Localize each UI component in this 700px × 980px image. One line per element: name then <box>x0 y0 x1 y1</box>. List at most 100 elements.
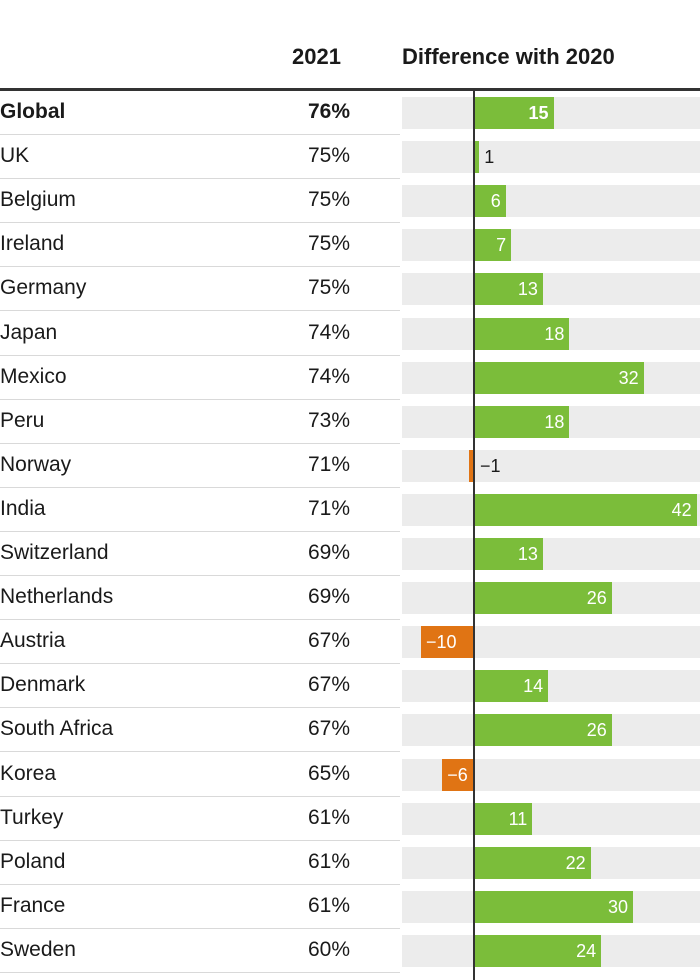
percent-2021: 75% <box>307 232 350 256</box>
country-label: Poland <box>0 849 66 873</box>
table-row: Belgium 75% 6 <box>0 179 700 224</box>
bar-positive <box>474 714 612 747</box>
row-separator <box>0 266 400 268</box>
bar-positive <box>474 141 480 174</box>
row-separator <box>0 530 400 532</box>
bar-track <box>402 670 700 703</box>
row-separator <box>0 795 400 797</box>
country-label: Mexico <box>0 364 67 388</box>
table-row: Norway 71% −1 <box>0 444 700 488</box>
bar-negative <box>421 626 474 659</box>
table-row: Austria 67% −10 <box>0 620 700 665</box>
bar-value-label: 13 <box>517 544 538 564</box>
bar-value-label: 14 <box>523 676 544 697</box>
table-row: Turkey 61% 11 <box>0 797 700 841</box>
bar-value-label: 32 <box>618 367 639 388</box>
bar-value-label: 30 <box>607 896 628 917</box>
row-separator <box>0 398 400 400</box>
table-row: France 61% 30 <box>0 885 700 929</box>
table-row: Japan 74% 18 <box>0 312 700 356</box>
table-row: India 71% 42 <box>0 488 700 532</box>
table-row: Mexico 74% 32 <box>0 356 700 400</box>
country-label: Turkey <box>0 805 64 829</box>
bar-positive <box>474 493 697 526</box>
row-separator <box>0 619 400 621</box>
bar-positive <box>474 934 602 967</box>
percent-2021: 67% <box>307 673 350 697</box>
table-header: 2021 Difference with 2020 <box>0 0 700 91</box>
bar-value-label: 18 <box>544 323 565 344</box>
table-row: South Africa 67% 26 <box>0 708 700 753</box>
percent-2021: 75% <box>307 188 350 212</box>
bar-value-label: 18 <box>544 411 565 432</box>
bar-positive <box>474 582 612 615</box>
bar-value-label: 26 <box>586 588 607 609</box>
bar-negative <box>468 449 474 482</box>
row-separator <box>0 134 400 135</box>
table-row: UK 75% 1 <box>0 135 700 180</box>
percent-2021: 73% <box>307 408 350 432</box>
row-separator <box>0 575 400 576</box>
row-separator <box>0 751 400 753</box>
row-separator <box>0 707 400 709</box>
row-separator <box>0 839 400 841</box>
bar-value-label: 42 <box>671 499 692 520</box>
percent-2021: 61% <box>307 805 350 829</box>
bar-track <box>402 802 700 835</box>
bar-positive <box>474 405 570 438</box>
percent-2021: 67% <box>307 629 350 653</box>
table-row: Switzerland 69% 13 <box>0 532 700 576</box>
table-row: Sweden 60% 24 <box>0 929 700 973</box>
table-row: Germany 75% 13 <box>0 267 700 312</box>
bar-value-label: −10 <box>426 632 457 653</box>
bar-positive <box>474 538 543 570</box>
percent-2021: 69% <box>307 585 350 609</box>
bar-positive <box>474 229 512 262</box>
bar-value-label: 22 <box>565 852 586 873</box>
bar-value-label: −6 <box>447 764 468 785</box>
table-row: Poland 61% 22 <box>0 841 700 885</box>
bar-positive <box>474 890 633 923</box>
country-label: Austria <box>0 629 66 653</box>
bar-value-label: 24 <box>576 940 597 961</box>
country-label: Belgium <box>0 188 76 212</box>
header-rule <box>0 88 700 91</box>
bar-positive <box>474 361 644 394</box>
percent-2021: 69% <box>307 541 350 564</box>
country-label: Switzerland <box>0 541 109 564</box>
bar-value-label: 7 <box>496 235 507 256</box>
percent-2021: 67% <box>307 717 350 741</box>
row-separator <box>0 883 400 885</box>
bar-track <box>402 229 700 262</box>
row-separator <box>0 310 400 312</box>
row-separator <box>0 222 400 224</box>
country-label: Ireland <box>0 232 65 256</box>
bar-positive <box>474 846 591 879</box>
country-label: Denmark <box>0 673 86 697</box>
table-row: Denmark 67% 14 <box>0 664 700 709</box>
country-label: Korea <box>0 761 57 785</box>
bar-positive <box>474 802 533 835</box>
percent-2021: 65% <box>307 761 350 785</box>
row-separator <box>0 971 400 973</box>
country-label: India <box>0 496 46 520</box>
country-label: Global <box>0 100 66 123</box>
bar-negative <box>442 758 474 791</box>
bar-value-label: −1 <box>480 455 501 476</box>
bar-track <box>402 538 700 570</box>
country-label: Japan <box>0 320 58 344</box>
table-row: Netherlands 69% 26 <box>0 576 700 621</box>
percent-2021: 75% <box>307 144 350 168</box>
percent-2021: 71% <box>307 496 350 520</box>
bar-track <box>402 185 700 218</box>
bar-positive <box>474 670 549 703</box>
country-label: Sweden <box>0 937 76 961</box>
bar-positive <box>474 273 543 306</box>
percent-2021: 74% <box>307 364 350 388</box>
row-separator <box>0 486 400 488</box>
country-label: Germany <box>0 276 87 300</box>
percent-2021: 61% <box>307 849 350 873</box>
table-row: Ireland 75% 7 <box>0 223 700 268</box>
bar-track <box>402 141 700 174</box>
bar-value-label: 6 <box>490 191 501 212</box>
